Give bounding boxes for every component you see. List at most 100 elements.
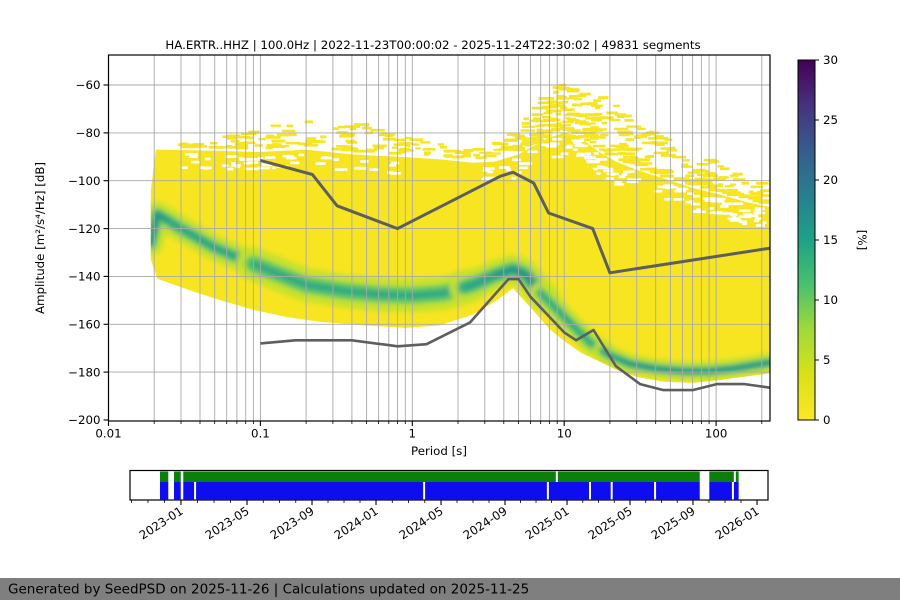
timeline-tick-label: 2025-05 (586, 504, 635, 543)
spray-dash (389, 151, 403, 155)
spray-dash (461, 155, 471, 158)
white-hole (565, 146, 573, 149)
spray-dash (702, 170, 709, 173)
white-hole (622, 173, 628, 176)
timeline-tick-label: 2024-01 (332, 504, 381, 543)
spray-dash (554, 104, 566, 107)
spray-dash (522, 141, 538, 144)
spray-dash (546, 109, 562, 113)
spray-dash (270, 124, 281, 127)
white-hole (614, 183, 624, 186)
white-hole (738, 220, 748, 224)
white-hole (743, 213, 753, 216)
plot-title: HA.ERTR..HHZ | 100.0Hz | 2022-11-23T00:0… (165, 38, 700, 52)
spray-dash (640, 133, 651, 136)
spray-dash (556, 97, 570, 100)
white-hole (593, 152, 599, 155)
white-hole (335, 168, 348, 171)
spray-dash (562, 120, 575, 124)
white-hole (623, 170, 630, 174)
spray-dash (577, 94, 587, 98)
spray-dash (619, 142, 627, 146)
plot-frame (107, 54, 771, 422)
spray-dash (600, 133, 609, 137)
spray-dash (555, 86, 570, 89)
spray-dash (599, 116, 614, 120)
white-hole (286, 156, 297, 160)
white-hole (603, 169, 614, 173)
white-hole (627, 178, 641, 181)
spray-dash (555, 124, 571, 127)
white-hole (549, 142, 558, 145)
spray-dash (517, 148, 525, 151)
y-tick-label: −120 (68, 222, 100, 236)
spray-dash (473, 153, 480, 157)
spray-dash (423, 153, 430, 156)
spray-dash (641, 141, 658, 145)
spray-dash (710, 188, 718, 191)
spray-dash (717, 189, 733, 193)
white-hole (755, 224, 765, 227)
spray-dash (756, 181, 769, 185)
spray-dash (266, 134, 275, 138)
spray-dash (626, 125, 642, 128)
colorbar-tick-label: 25 (823, 113, 838, 127)
colorbar: 0 5 10 15 20 25 30 (797, 53, 838, 427)
spray-dash (423, 151, 432, 154)
spray-dash (271, 139, 283, 143)
white-hole (573, 148, 578, 151)
spray-dash (574, 98, 583, 101)
spray-dash (599, 148, 606, 151)
spray-dash (692, 168, 706, 172)
spray-dash (353, 123, 370, 126)
spray-dash (700, 182, 709, 185)
plot-frame-and-ticks: 0.01 0.1 1 10 100 −60 −80 −100 −120 −140 −160 −180 −… (68, 54, 771, 441)
spray-dash (748, 190, 754, 194)
spray-dash (516, 137, 531, 140)
heatmap-spray-dashes (178, 83, 770, 204)
spray-dash (194, 145, 207, 148)
white-hole (715, 197, 726, 201)
spray-dash (556, 101, 564, 105)
white-hole (754, 219, 760, 223)
white-hole (573, 141, 582, 145)
spray-dash (652, 136, 669, 140)
white-hole (244, 167, 258, 171)
spray-dash (614, 113, 627, 116)
spray-dash (531, 106, 548, 110)
spray-dash (592, 118, 602, 122)
white-hole (594, 158, 608, 161)
spray-dash (398, 142, 414, 145)
spray-dash (583, 133, 599, 137)
white-hole (517, 171, 522, 174)
spray-dash (572, 103, 583, 107)
white-hole (391, 161, 400, 165)
spray-dash (685, 181, 698, 184)
spray-dash (750, 192, 763, 195)
white-hole (571, 139, 584, 142)
white-hole (731, 215, 737, 219)
spray-dash (738, 194, 751, 198)
white-hole (322, 156, 329, 159)
spray-dash (248, 130, 260, 134)
spray-dash (342, 145, 354, 148)
spray-dash (624, 119, 634, 122)
spray-dash (595, 106, 601, 110)
spray-dash (409, 138, 424, 141)
spray-dash (506, 133, 521, 136)
spray-dash (463, 148, 474, 152)
white-hole (182, 166, 188, 169)
spray-dash (717, 165, 725, 168)
spray-dash (545, 129, 561, 132)
spray-dash (443, 149, 458, 153)
spray-dash (577, 134, 590, 138)
spray-dash (627, 158, 641, 162)
spray-dash (538, 131, 553, 134)
spray-dash (443, 154, 453, 157)
white-hole (298, 153, 305, 157)
colorbar-tick-label: 0 (823, 413, 831, 427)
colorbar-label: [%] (855, 230, 869, 250)
white-hole (205, 157, 211, 161)
spray-dash (598, 96, 609, 100)
band-dark-core (620, 358, 770, 373)
